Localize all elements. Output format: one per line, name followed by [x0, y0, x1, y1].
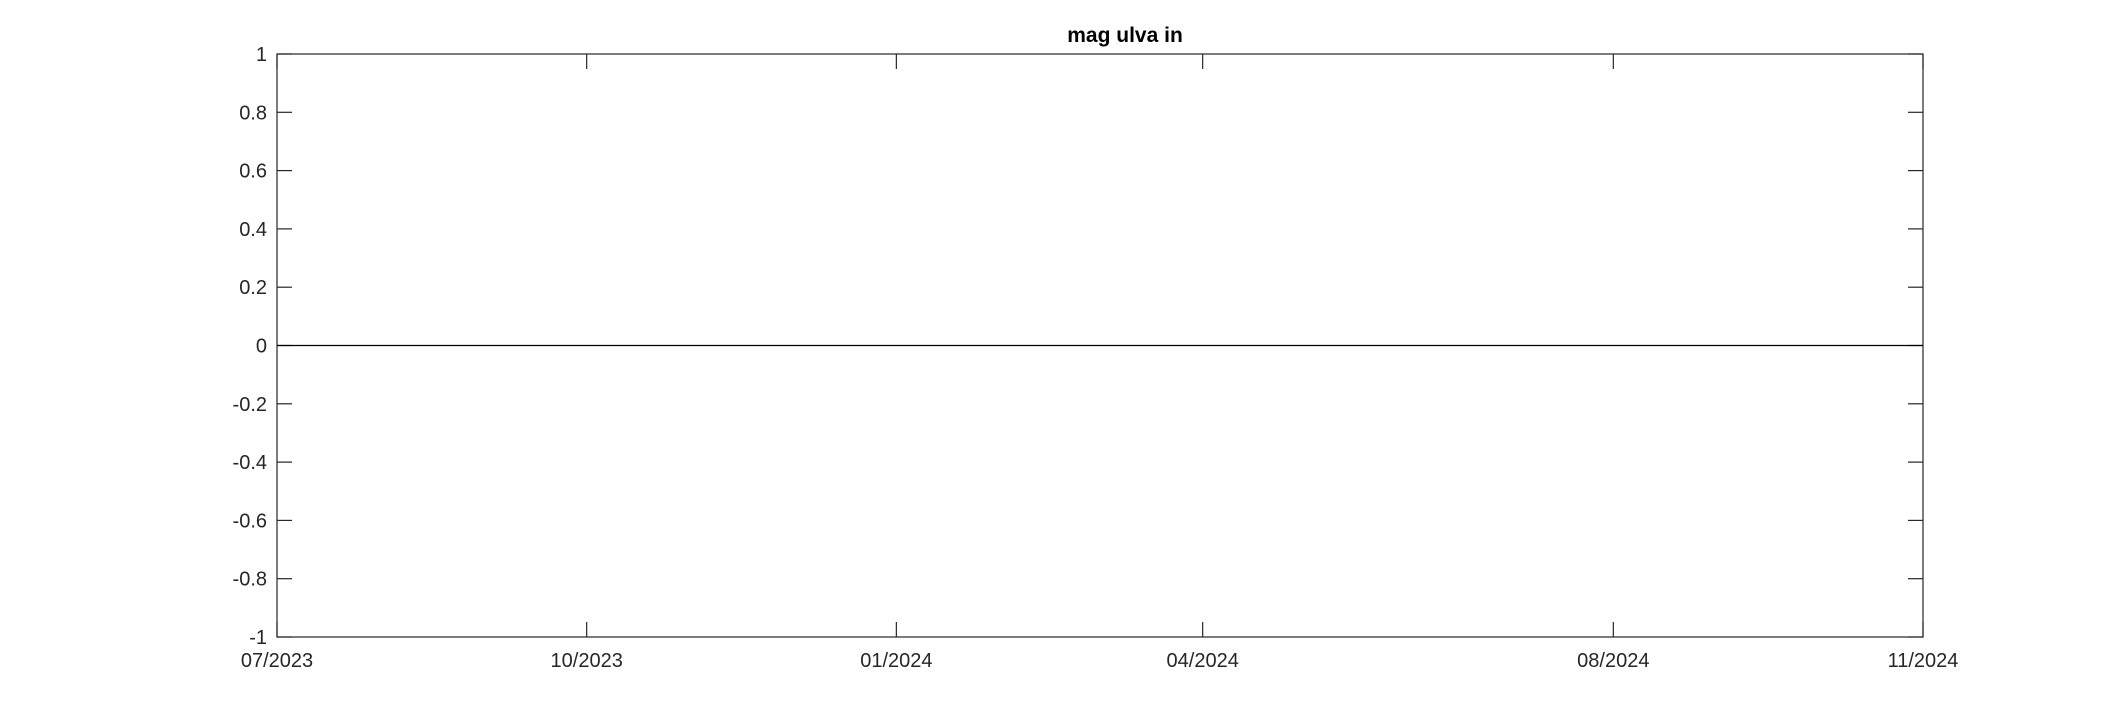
y-tick-label: 0	[256, 336, 267, 358]
y-tick-label: 0.4	[239, 219, 267, 241]
x-tick-label: 11/2024	[1888, 650, 1959, 672]
x-tick-label: 08/2024	[1577, 650, 1649, 672]
y-tick-label: 0.8	[239, 102, 267, 124]
y-tick-label: -1	[249, 627, 267, 649]
x-tick-label: 04/2024	[1167, 650, 1239, 672]
y-tick-label: -0.8	[233, 569, 267, 591]
x-tick-label: 10/2023	[551, 650, 623, 672]
x-tick-label: 01/2024	[860, 650, 932, 672]
chart-title: mag ulva in	[1067, 24, 1183, 47]
y-tick-label: 0.2	[239, 277, 267, 299]
y-tick-label: -0.2	[233, 394, 267, 416]
y-tick-label: 1	[256, 44, 267, 66]
x-tick-label: 07/2023	[241, 650, 313, 672]
x-axis: 07/2023 10/2023 01/2024 04/2024 08/2024 11/20…	[241, 54, 1959, 672]
y-tick-label: -0.4	[233, 452, 267, 474]
y-tick-label: 0.6	[239, 161, 267, 183]
y-tick-label: -0.6	[233, 510, 267, 532]
